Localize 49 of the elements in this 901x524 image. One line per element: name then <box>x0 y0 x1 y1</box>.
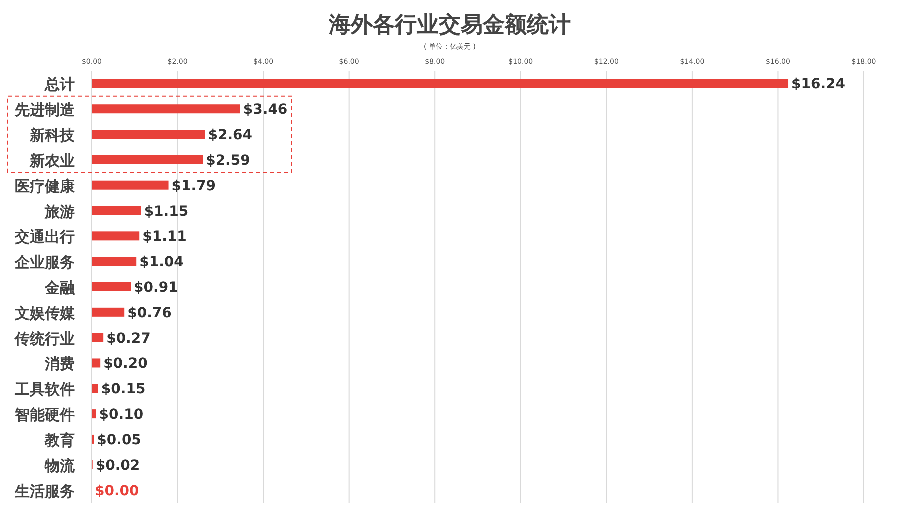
y-tick-label: 智能硬件 <box>14 406 75 424</box>
data-label: $0.15 <box>101 382 146 398</box>
bar <box>92 410 96 419</box>
data-label: $0.91 <box>134 280 178 296</box>
y-tick-label: 先进制造 <box>14 101 76 120</box>
y-tick-label: 新科技 <box>29 126 76 145</box>
y-tick-label: 文娱传媒 <box>14 304 76 322</box>
y-tick-label: 教育 <box>44 431 75 450</box>
y-tick-label: 总计 <box>44 76 75 94</box>
data-label: $0.27 <box>106 330 151 347</box>
y-tick-label: 交通出行 <box>14 228 75 246</box>
data-label: $3.46 <box>243 102 288 118</box>
bar <box>92 79 789 88</box>
y-tick-label: 新农业 <box>29 152 75 170</box>
bar <box>92 308 125 317</box>
bar <box>92 257 137 266</box>
data-label: $2.64 <box>208 128 253 144</box>
data-label: $1.11 <box>142 229 187 246</box>
bar <box>92 384 98 394</box>
y-tick-label: 工具软件 <box>14 380 75 399</box>
bar <box>92 333 104 342</box>
bar <box>92 155 204 164</box>
data-label: $0.05 <box>97 432 142 448</box>
bar <box>92 282 132 292</box>
data-label: $0.76 <box>128 305 172 322</box>
y-tick-label: 消费 <box>44 355 75 374</box>
y-tick-label: 医疗健康 <box>15 177 76 196</box>
y-tick-label: 传统行业 <box>14 330 75 348</box>
data-label: $0.10 <box>99 407 144 424</box>
y-tick-label: 金融 <box>44 279 76 297</box>
bar <box>92 104 240 114</box>
y-tick-label: 旅游 <box>44 202 75 221</box>
bar <box>92 206 142 216</box>
data-label: $16.24 <box>792 76 846 93</box>
bar <box>92 358 101 368</box>
data-label: $1.79 <box>172 178 216 194</box>
y-tick-label: 企业服务 <box>14 254 75 272</box>
bar <box>92 180 169 190</box>
data-label: $0.20 <box>104 356 148 372</box>
bar <box>92 232 140 241</box>
data-label: $1.15 <box>144 204 189 220</box>
data-label: $0.02 <box>96 458 140 474</box>
data-label: $1.04 <box>140 254 184 271</box>
data-label: $0.00 <box>95 483 140 500</box>
data-label: $2.59 <box>206 152 250 169</box>
y-tick-label: 物流 <box>44 456 76 475</box>
chart-title: 海外各行业交易金额统计 <box>328 12 571 38</box>
y-tick-label: 生活服务 <box>14 482 75 500</box>
bar <box>92 130 206 140</box>
